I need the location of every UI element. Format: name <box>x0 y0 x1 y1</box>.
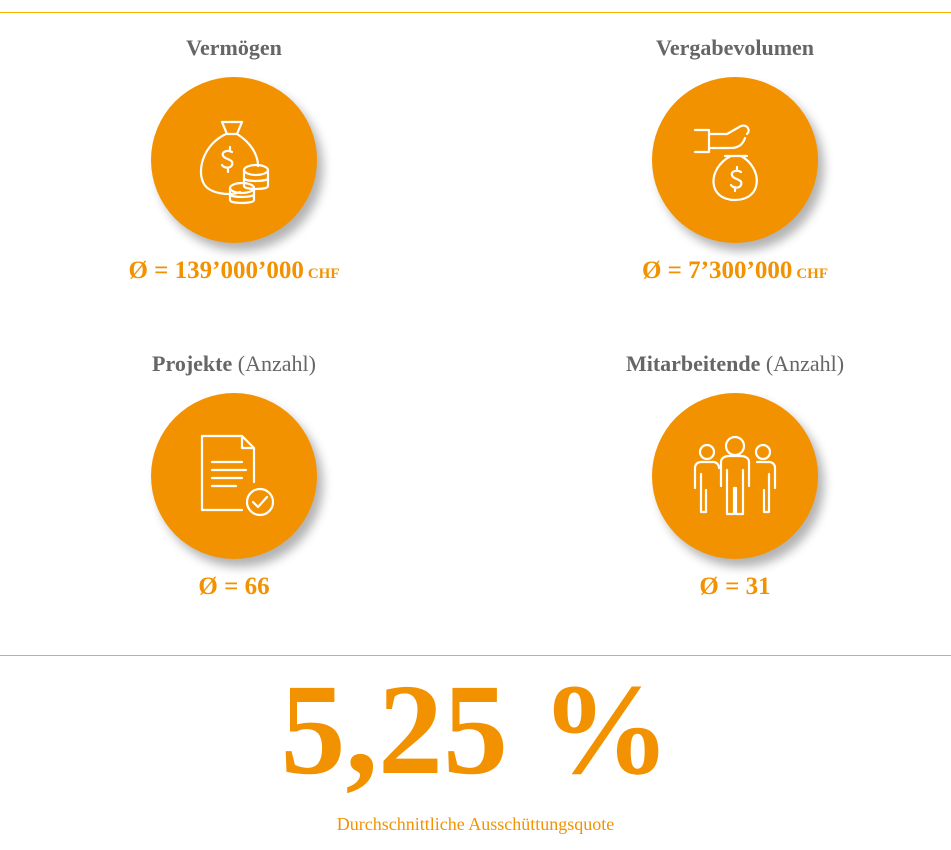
unit: CHF <box>796 266 828 282</box>
title-text: Vergabevolumen <box>655 35 815 60</box>
value-text: Ø = 139’000’000 <box>128 257 304 284</box>
card-title: Vermögen <box>34 33 434 63</box>
divider <box>0 12 951 13</box>
stat-card: Projekte (Anzahl) Ø = 66 <box>34 349 434 601</box>
document-icon <box>200 434 275 517</box>
card-title: Projekte (Anzahl) <box>34 349 434 379</box>
hand-bag-icon <box>693 124 758 202</box>
unit: CHF <box>307 266 340 282</box>
card-value: Ø = 7’300’000 CHF <box>535 257 935 285</box>
value-text: Ø = 66 <box>198 573 270 600</box>
icon-circle <box>652 77 818 243</box>
money-bag-icon <box>199 120 270 205</box>
card-value: Ø = 31 <box>535 573 935 601</box>
card-value: Ø = 139’000’000 CHF <box>34 257 434 285</box>
title-text: Projekte <box>152 351 233 376</box>
divider <box>0 655 951 656</box>
value-text: Ø = 31 <box>699 573 771 600</box>
stat-card: Mitarbeitende (Anzahl) Ø = 31 <box>535 349 935 601</box>
icon-circle <box>151 77 317 243</box>
title-note: (Anzahl) <box>237 351 316 376</box>
icon-circle <box>151 393 317 559</box>
card-title: Mitarbeitende (Anzahl) <box>535 349 935 379</box>
highlight-label: Durchschnittliche Ausschüttungsquote <box>336 814 615 834</box>
title-text: Mitarbeitende <box>625 351 761 376</box>
card-value: Ø = 66 <box>34 573 434 601</box>
people-icon <box>693 435 777 516</box>
stat-card: Vergabevolumen Ø = 7’300’000 CHF <box>535 33 935 285</box>
stat-card: Vermögen Ø = 139’000’000 CHF <box>34 33 434 285</box>
highlight-value: 5,25 % <box>280 658 671 802</box>
icon-circle <box>652 393 818 559</box>
title-text: Vermögen <box>186 35 282 60</box>
title-note: (Anzahl) <box>765 351 845 376</box>
value-text: Ø = 7’300’000 <box>641 257 793 284</box>
card-title: Vergabevolumen <box>535 33 935 63</box>
